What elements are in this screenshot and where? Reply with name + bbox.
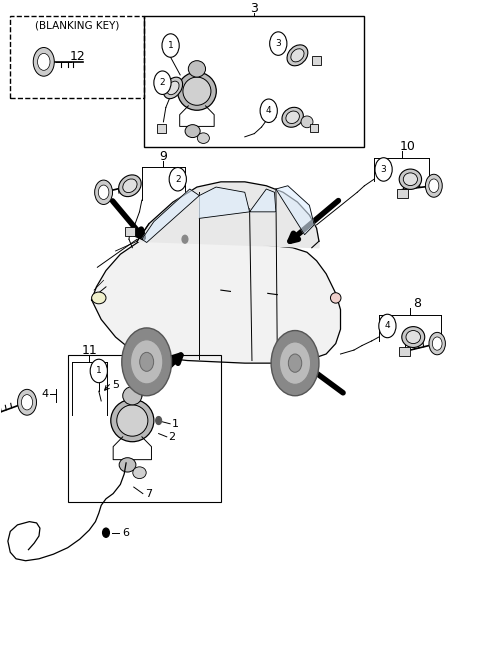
Bar	[310, 125, 319, 133]
Circle shape	[98, 185, 109, 199]
Ellipse shape	[282, 108, 303, 127]
Ellipse shape	[92, 292, 106, 304]
Ellipse shape	[286, 111, 300, 123]
Ellipse shape	[403, 173, 418, 186]
Circle shape	[271, 331, 319, 396]
Text: 2: 2	[168, 432, 176, 442]
Circle shape	[156, 417, 161, 424]
Ellipse shape	[123, 386, 142, 405]
Circle shape	[429, 333, 445, 355]
Text: 1: 1	[96, 367, 102, 375]
Text: 4: 4	[384, 321, 390, 331]
Text: 8: 8	[413, 297, 421, 310]
Circle shape	[140, 352, 154, 371]
Circle shape	[95, 180, 112, 205]
Bar	[125, 226, 135, 236]
Circle shape	[162, 34, 179, 57]
Ellipse shape	[163, 77, 182, 98]
Circle shape	[260, 99, 277, 123]
Text: 10: 10	[399, 140, 416, 153]
Text: 4: 4	[266, 106, 272, 115]
Ellipse shape	[167, 81, 179, 94]
Circle shape	[379, 314, 396, 338]
Circle shape	[37, 53, 50, 70]
Circle shape	[182, 236, 188, 243]
Ellipse shape	[117, 405, 148, 436]
Ellipse shape	[197, 133, 209, 144]
Bar	[144, 16, 364, 147]
Circle shape	[103, 528, 109, 537]
Bar	[68, 356, 221, 502]
Circle shape	[169, 167, 186, 191]
Text: 11: 11	[82, 344, 97, 357]
Ellipse shape	[301, 116, 313, 128]
Circle shape	[154, 71, 171, 94]
Circle shape	[425, 174, 442, 197]
Text: 7: 7	[145, 489, 153, 499]
Circle shape	[33, 47, 54, 76]
Ellipse shape	[185, 125, 200, 138]
Polygon shape	[250, 189, 276, 212]
Text: 3: 3	[381, 165, 386, 174]
Circle shape	[131, 340, 163, 384]
Bar	[397, 189, 408, 198]
Circle shape	[432, 337, 442, 350]
Circle shape	[90, 359, 108, 382]
Circle shape	[18, 390, 36, 415]
Circle shape	[429, 179, 439, 193]
Ellipse shape	[133, 467, 146, 479]
Text: 4: 4	[41, 390, 48, 400]
Ellipse shape	[123, 179, 137, 193]
Ellipse shape	[178, 72, 216, 110]
Bar	[399, 347, 410, 356]
Text: 3: 3	[251, 2, 258, 15]
Circle shape	[270, 32, 287, 55]
Circle shape	[122, 328, 171, 396]
Text: 12: 12	[70, 50, 85, 63]
Ellipse shape	[399, 169, 421, 190]
Bar	[10, 16, 144, 98]
Text: 2: 2	[175, 174, 180, 184]
Text: 1: 1	[172, 419, 179, 429]
Polygon shape	[137, 182, 319, 248]
Bar	[312, 56, 322, 65]
Ellipse shape	[291, 49, 304, 62]
Ellipse shape	[287, 45, 308, 66]
Text: 5: 5	[112, 380, 119, 390]
Text: 9: 9	[159, 150, 168, 163]
Ellipse shape	[330, 293, 341, 303]
Circle shape	[375, 157, 392, 181]
Text: 1: 1	[168, 41, 173, 50]
Polygon shape	[276, 186, 314, 235]
Ellipse shape	[119, 175, 141, 197]
Circle shape	[279, 342, 311, 384]
Circle shape	[288, 354, 302, 372]
Polygon shape	[142, 189, 199, 243]
Ellipse shape	[188, 60, 205, 77]
Ellipse shape	[183, 77, 211, 105]
Text: 6: 6	[123, 527, 130, 538]
Text: 3: 3	[276, 39, 281, 48]
Text: (BLANKING KEY): (BLANKING KEY)	[35, 20, 120, 30]
Ellipse shape	[406, 331, 420, 344]
Polygon shape	[199, 187, 250, 218]
Text: 2: 2	[160, 78, 165, 87]
Circle shape	[22, 395, 33, 410]
Polygon shape	[92, 228, 340, 363]
Ellipse shape	[111, 400, 154, 441]
Bar	[157, 124, 166, 133]
Ellipse shape	[119, 458, 136, 472]
Ellipse shape	[402, 327, 425, 348]
